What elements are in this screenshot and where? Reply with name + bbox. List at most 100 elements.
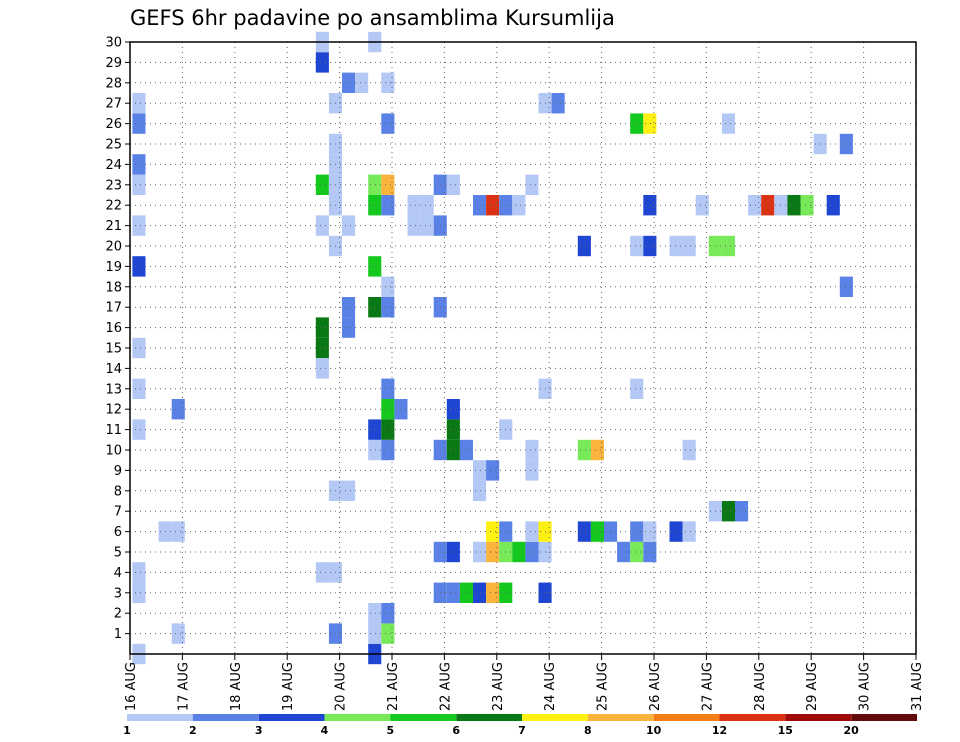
heatmap-cell (721, 113, 735, 134)
heatmap-cell (577, 235, 591, 257)
heatmap-cell (342, 297, 356, 318)
y-tick-label: 22 (105, 199, 122, 214)
heatmap-cell (525, 541, 539, 563)
y-tick-label: 2 (114, 607, 122, 622)
heatmap-cell (368, 174, 382, 195)
colorbar-label: 15 (778, 724, 793, 737)
heatmap-cell (486, 460, 500, 481)
heatmap-cell (132, 93, 146, 114)
heatmap-cell (315, 358, 329, 379)
y-tick-label: 24 (105, 158, 122, 173)
y-tick-label: 3 (114, 586, 122, 601)
colorbar-swatch (522, 714, 588, 721)
heatmap-cell (132, 582, 146, 603)
x-tick-label: 27 AUG (700, 662, 715, 711)
colorbar: 1 2 3 4 5 6 7 8 10 12 15 20 (123, 714, 917, 737)
colorbar-swatch (127, 714, 193, 721)
y-tick-label: 16 (105, 321, 122, 336)
x-tick-label: 20 AUG (334, 662, 349, 711)
colorbar-swatch (851, 714, 917, 721)
heatmap-cell (368, 297, 382, 318)
colorbar-label: 20 (844, 724, 860, 737)
heatmap-cell (630, 235, 644, 257)
heatmap-cell (446, 399, 460, 420)
heatmap-cell (459, 582, 473, 603)
y-tick-label: 6 (114, 525, 122, 540)
x-tick-label: 16 AUG (124, 662, 139, 711)
y-tick-label: 19 (105, 260, 122, 275)
heatmap-cell (839, 133, 853, 155)
heatmap-cell (525, 439, 539, 461)
y-tick-label: 12 (105, 403, 122, 418)
x-axis: 16 AUG 17 AUG 18 AUG 19 AUG 20 AUG 21 AUG 22 A… (124, 654, 925, 711)
heatmap-cell (761, 195, 775, 216)
heatmap-cell (630, 521, 644, 542)
grid-lines (130, 41, 916, 654)
heatmap-cell (473, 195, 487, 216)
heatmap-cell (682, 439, 696, 461)
heatmap-cell (381, 174, 395, 195)
heatmap-cell (342, 72, 356, 93)
heatmap-cell (735, 501, 749, 522)
heatmap-cell (446, 582, 460, 603)
heatmap-cell (617, 541, 631, 563)
heatmap-cell (171, 521, 185, 542)
heatmap-cell (486, 541, 500, 563)
heatmap-cell (381, 195, 395, 216)
heatmap-cell (590, 439, 604, 461)
x-tick-label: 23 AUG (491, 662, 506, 711)
y-tick-label: 14 (105, 362, 122, 377)
heatmap-cell (577, 521, 591, 542)
colorbar-label: 6 (452, 724, 460, 737)
colorbar-label: 8 (584, 724, 592, 737)
heatmap-cell (590, 521, 604, 542)
colorbar-swatch (719, 714, 786, 721)
heatmap-cell (748, 195, 762, 216)
heatmap-cell (315, 317, 329, 338)
x-tick-label: 19 AUG (281, 662, 296, 711)
heatmap-cell (381, 72, 395, 93)
heatmap-cell (132, 113, 146, 134)
heatmap-cell (630, 541, 644, 563)
heatmap-cell (368, 623, 382, 644)
heatmap-cell (512, 195, 526, 216)
colorbar-label: 2 (189, 724, 197, 737)
heatmap-cell (381, 276, 395, 297)
y-tick-label: 8 (114, 484, 122, 499)
y-tick-label: 13 (105, 382, 122, 397)
heatmap-cell (512, 541, 526, 563)
x-tick-label: 30 AUG (858, 662, 873, 711)
y-tick-label: 21 (105, 219, 122, 234)
heatmap-cell (381, 113, 395, 134)
y-tick-label: 20 (105, 240, 122, 255)
colorbar-swatch (258, 714, 325, 721)
heatmap-cell (721, 235, 735, 257)
heatmap-cell (630, 113, 644, 134)
x-tick-label: 26 AUG (648, 662, 663, 711)
heatmap-cell (486, 521, 500, 542)
heatmap-cell (486, 582, 500, 603)
heatmap-cell (315, 562, 329, 583)
heatmap-cell (407, 215, 421, 236)
heatmap-cell (132, 256, 146, 277)
x-tick-label: 17 AUG (176, 662, 191, 711)
heatmap-cell (315, 52, 329, 73)
heatmap-cell (368, 195, 382, 216)
heatmap-cell (315, 215, 329, 236)
x-tick-label: 24 AUG (543, 662, 558, 711)
colorbar-swatch (653, 714, 720, 721)
heatmap-cell (446, 419, 460, 440)
colorbar-swatch (192, 714, 259, 721)
heatmap-cell (446, 174, 460, 195)
y-tick-label: 4 (114, 566, 122, 581)
heatmap-cell (381, 297, 395, 318)
heatmap-cell (839, 276, 853, 297)
heatmap-cell (826, 195, 840, 216)
heatmap-cell (525, 521, 539, 542)
x-tick-label: 25 AUG (596, 662, 611, 711)
heatmap-cell (368, 439, 382, 461)
heatmap-cell (381, 439, 395, 461)
heatmap-cell (132, 215, 146, 236)
heatmap-cell (132, 562, 146, 583)
